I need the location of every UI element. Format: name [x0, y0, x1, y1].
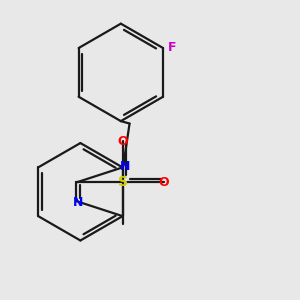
- Text: F: F: [167, 41, 176, 54]
- Text: O: O: [159, 176, 169, 189]
- Text: N: N: [119, 160, 130, 172]
- Text: S: S: [118, 176, 128, 190]
- Text: N: N: [73, 196, 83, 209]
- Text: O: O: [117, 134, 128, 148]
